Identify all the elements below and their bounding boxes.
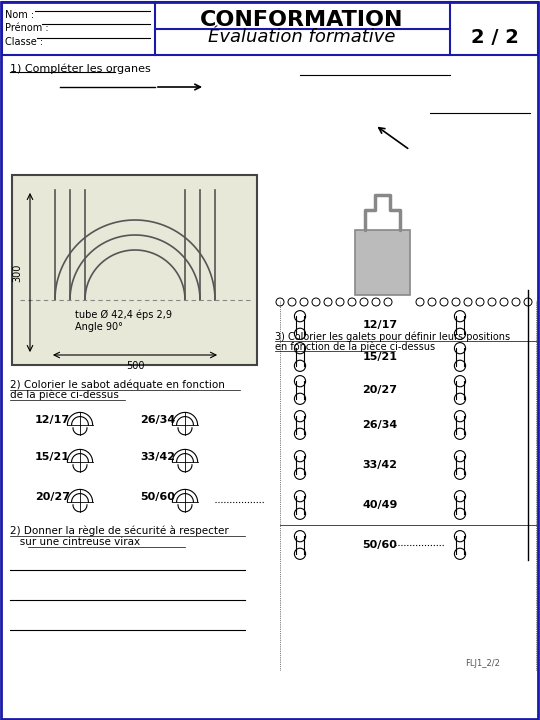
Bar xyxy=(355,230,410,295)
Text: 3) Colorier les galets pour définir leurs positions: 3) Colorier les galets pour définir leur… xyxy=(275,332,510,343)
Text: 20/27: 20/27 xyxy=(362,385,397,395)
Text: 2) Colorier le sabot adéquate en fonction: 2) Colorier le sabot adéquate en fonctio… xyxy=(10,380,225,390)
Text: 50/60: 50/60 xyxy=(362,540,397,550)
Text: 50/60: 50/60 xyxy=(140,492,175,502)
Text: 500: 500 xyxy=(126,361,144,371)
Text: 300: 300 xyxy=(12,264,22,282)
Text: 2) Donner la règle de sécurité à respecter: 2) Donner la règle de sécurité à respect… xyxy=(10,525,229,536)
Text: 2 / 2: 2 / 2 xyxy=(471,28,519,47)
Text: 1) Compléter les organes: 1) Compléter les organes xyxy=(10,63,151,73)
Text: 26/34: 26/34 xyxy=(140,415,176,425)
Text: en fonction de la pièce ci-dessus: en fonction de la pièce ci-dessus xyxy=(275,342,435,353)
Text: 40/49: 40/49 xyxy=(362,500,397,510)
Text: tube Ø 42,4 éps 2,9: tube Ø 42,4 éps 2,9 xyxy=(75,310,172,320)
Text: 33/42: 33/42 xyxy=(362,460,397,470)
Text: Évaluation formative: Évaluation formative xyxy=(208,28,396,46)
Text: Prénom :: Prénom : xyxy=(5,23,49,33)
Text: 15/21: 15/21 xyxy=(35,452,70,462)
Text: Angle 90°: Angle 90° xyxy=(75,322,123,332)
Text: 20/27: 20/27 xyxy=(35,492,70,502)
Text: CONFORMATION: CONFORMATION xyxy=(200,10,404,30)
Text: 12/17: 12/17 xyxy=(35,415,70,425)
Text: 26/34: 26/34 xyxy=(362,420,397,430)
Text: Nom :: Nom : xyxy=(5,10,34,20)
Text: sur une cintreuse virax: sur une cintreuse virax xyxy=(10,537,140,547)
Text: 12/17: 12/17 xyxy=(362,320,397,330)
Text: Classe :: Classe : xyxy=(5,37,43,47)
Text: 15/21: 15/21 xyxy=(362,352,397,362)
Text: 33/42: 33/42 xyxy=(140,452,175,462)
Bar xyxy=(2,2,538,55)
Text: de la pièce ci-dessus: de la pièce ci-dessus xyxy=(10,390,119,400)
Text: FLJ1_2/2: FLJ1_2/2 xyxy=(465,659,500,668)
Bar xyxy=(12,175,257,365)
